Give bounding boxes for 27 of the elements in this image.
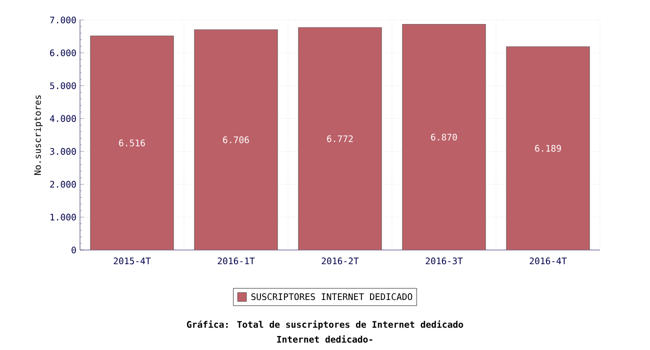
bar [298,27,382,250]
text: Gráfica: Total de suscriptores de Internet dedicado [186,320,464,330]
y-tick-label: 0 [72,246,76,254]
y-axis-title: No.suscriptores [34,95,43,175]
y-tick-label: 2.000 [50,180,76,188]
bar [402,24,486,250]
x-tick-label: 2016-4T [530,258,567,264]
x-tick-label: 2016-2T [322,258,359,264]
bar [506,46,590,250]
x-tick-label: 2016-1T [218,258,255,264]
y-tick-label: 4.000 [50,115,76,122]
y-tick-label: 6.000 [50,49,76,56]
data-label: 6.870 [431,134,457,141]
y-tick-label: 7.000 [50,16,76,24]
data-label: 6.189 [535,144,561,152]
x-tick-label: 2015-4T [114,258,151,264]
bar [90,36,174,250]
bar [194,29,278,250]
y-tick-label: 3.000 [50,148,76,155]
data-label: 6.706 [223,136,249,144]
x-tick-label: 2016-3T [426,258,463,264]
y-tick-label: 5.000 [50,82,76,90]
text: SUSCRIPTORES INTERNET DEDICADO [251,293,412,300]
text: Internet dedicado- [277,335,372,343]
data-label: 6.772 [327,135,353,142]
y-tick-label: 1.000 [50,214,76,221]
data-label: 6.516 [119,140,145,146]
